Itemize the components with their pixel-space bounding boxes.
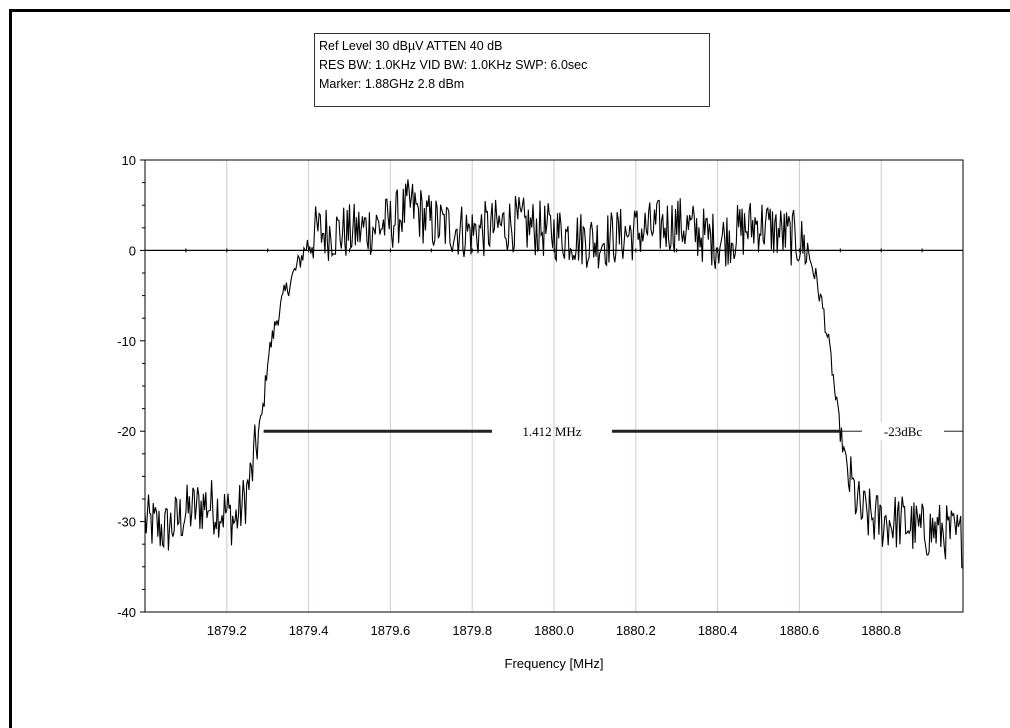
- x-tick-label: 1879.2: [207, 623, 247, 638]
- marker-line: Marker: 1.88GHz 2.8 dBm: [319, 77, 465, 91]
- bandwidth-line: RES BW: 1.0KHz VID BW: 1.0KHz SWP: 6.0se…: [319, 58, 588, 72]
- annotations: 1.412 MHz -23dBc: [263, 422, 963, 441]
- y-tick-label: 0: [129, 243, 136, 258]
- y-tick-label: -20: [117, 424, 136, 439]
- instrument-settings-box: Ref Level 30 dBµV ATTEN 40 dB RES BW: 1.…: [314, 33, 710, 107]
- plot-frame: [9, 9, 1010, 728]
- x-tick-label: 1880.4: [698, 623, 738, 638]
- x-tick-label: 1880.2: [616, 623, 656, 638]
- x-tick-label: 1879.8: [452, 623, 492, 638]
- dbc-label-bg: [862, 422, 944, 441]
- y-tick-label: 10: [122, 153, 136, 168]
- spectrum-trace: [144, 179, 964, 569]
- bandwidth-label: 1.412 MHz: [522, 424, 581, 439]
- x-tick-label: 1879.6: [371, 623, 411, 638]
- ref-level-line: Ref Level 30 dBµV ATTEN 40 dB: [319, 39, 503, 53]
- trace: [144, 179, 964, 569]
- y-tick-label: -40: [117, 605, 136, 620]
- y-tick-label: -30: [117, 515, 136, 530]
- y-tick-label: -10: [117, 334, 136, 349]
- x-tick-label: 1880.8: [861, 623, 901, 638]
- x-tick-label: 1879.4: [289, 623, 329, 638]
- x-tick-label: 1880.6: [780, 623, 820, 638]
- dbc-label: -23dBc: [884, 424, 923, 439]
- tick-labels: 1879.2 1879.4 1879.6 1879.8 1880.0 1880.2 1880…: [117, 153, 901, 638]
- axes: [140, 159, 964, 613]
- x-tick-label: 1880.0: [534, 623, 574, 638]
- x-axis-title: Frequency [MHz]: [505, 656, 604, 671]
